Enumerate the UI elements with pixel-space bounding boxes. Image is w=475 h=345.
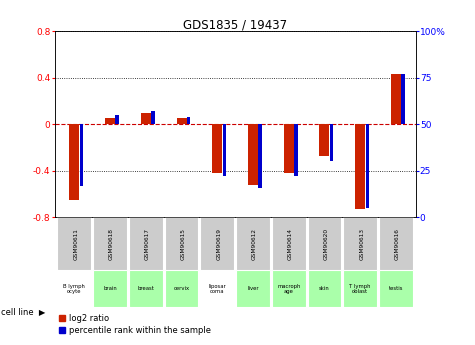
Bar — [236, 270, 270, 307]
Bar — [115, 115, 119, 124]
Bar — [379, 217, 413, 270]
Bar — [379, 270, 413, 307]
Bar — [223, 124, 226, 176]
Bar — [343, 270, 377, 307]
Text: testis: testis — [389, 286, 403, 291]
Bar — [105, 118, 115, 124]
Bar — [391, 74, 401, 124]
Bar — [355, 124, 365, 209]
Text: brain: brain — [103, 286, 117, 291]
Bar — [308, 217, 341, 270]
Bar — [69, 124, 79, 200]
Text: macroph
age: macroph age — [277, 284, 300, 294]
Text: GSM90616: GSM90616 — [395, 228, 400, 260]
Text: GSM90611: GSM90611 — [73, 228, 78, 260]
Bar — [57, 270, 91, 307]
Bar — [187, 117, 190, 124]
Bar — [272, 217, 305, 270]
Bar — [343, 217, 377, 270]
Bar — [165, 217, 198, 270]
Text: GSM90617: GSM90617 — [145, 228, 150, 260]
Bar — [258, 124, 262, 188]
Bar — [330, 124, 333, 161]
Bar — [248, 124, 258, 185]
Text: cell line  ▶: cell line ▶ — [1, 307, 45, 316]
Bar — [236, 217, 270, 270]
Bar — [200, 217, 234, 270]
Bar — [141, 112, 151, 124]
Text: liver: liver — [247, 286, 259, 291]
Bar — [151, 111, 155, 124]
Text: GSM90619: GSM90619 — [216, 228, 221, 260]
Text: GSM90613: GSM90613 — [359, 228, 364, 260]
Bar — [200, 270, 234, 307]
Bar — [80, 124, 83, 186]
Text: breast: breast — [137, 286, 154, 291]
Bar — [401, 74, 405, 124]
Bar — [212, 124, 222, 173]
Text: T lymph
oblast: T lymph oblast — [350, 284, 371, 294]
Text: cervix: cervix — [173, 286, 190, 291]
Bar — [272, 270, 305, 307]
Text: GSM90612: GSM90612 — [252, 228, 257, 260]
Legend: log2 ratio, percentile rank within the sample: log2 ratio, percentile rank within the s… — [55, 311, 214, 338]
Bar — [366, 124, 369, 208]
Bar — [320, 124, 330, 156]
Text: GSM90618: GSM90618 — [109, 228, 114, 260]
Bar — [284, 124, 294, 173]
Text: skin: skin — [319, 286, 330, 291]
Bar — [165, 270, 198, 307]
Bar — [294, 124, 298, 176]
Bar — [177, 118, 187, 124]
Bar — [57, 217, 91, 270]
Text: liposar
coma: liposar coma — [209, 284, 226, 294]
Text: GSM90614: GSM90614 — [288, 228, 293, 260]
Bar — [93, 217, 127, 270]
Text: GSM90615: GSM90615 — [180, 228, 185, 260]
Bar — [129, 217, 162, 270]
Bar — [93, 270, 127, 307]
Text: B lymph
ocyte: B lymph ocyte — [63, 284, 85, 294]
Text: GSM90620: GSM90620 — [323, 228, 328, 260]
Bar — [308, 270, 341, 307]
Title: GDS1835 / 19437: GDS1835 / 19437 — [183, 18, 287, 31]
Bar — [129, 270, 162, 307]
